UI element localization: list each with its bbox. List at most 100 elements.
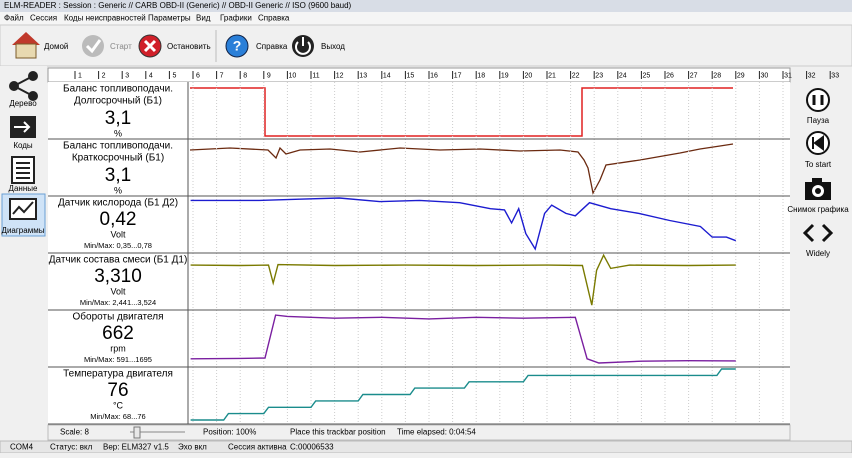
menu-item[interactable]: Коды неисправностей xyxy=(64,14,146,23)
menu-item[interactable]: Справка xyxy=(258,14,290,23)
gauge-value: 0,42 xyxy=(100,209,137,230)
gauge-unit: rpm xyxy=(110,343,126,353)
home-icon xyxy=(12,32,40,59)
sidebar-item[interactable]: Коды xyxy=(13,141,33,150)
gauge-name: Обороты двигателя xyxy=(73,311,164,323)
gauge-name: Температура двигателя xyxy=(63,369,173,380)
timeline-label: 11 xyxy=(312,72,319,79)
right-button[interactable]: Пауза xyxy=(807,116,830,125)
timeline-label: 27 xyxy=(690,72,698,79)
help-icon: ? xyxy=(225,34,249,58)
toolbar-button[interactable]: Выход xyxy=(321,42,345,51)
toolbar-button[interactable]: Остановить xyxy=(167,42,211,51)
timeline-label: 15 xyxy=(407,72,415,79)
scale-slider-thumb[interactable] xyxy=(133,426,141,439)
data-icon xyxy=(11,156,35,184)
timeline-label: 20 xyxy=(525,72,533,79)
footer-item: Сессия активна xyxy=(228,443,287,452)
gauge-value: 3,1 xyxy=(105,165,131,186)
gauge-value: 3,1 xyxy=(105,108,131,129)
menu-item[interactable]: Графики xyxy=(220,14,252,23)
footer-item: COM4 xyxy=(10,443,34,452)
camera-icon xyxy=(805,178,831,200)
stop-icon xyxy=(138,34,162,58)
timeline-label: 14 xyxy=(383,72,391,79)
svg-text:?: ? xyxy=(233,38,242,54)
timeline-label: 24 xyxy=(619,72,627,79)
timeline-label: 23 xyxy=(595,72,603,79)
charts-icon xyxy=(9,198,37,220)
menu-item[interactable]: Сессия xyxy=(30,14,57,23)
gauge-name: Баланс топливоподачи. xyxy=(63,141,173,152)
menu-item[interactable]: Вид xyxy=(196,14,211,23)
timeline-label: 30 xyxy=(761,72,769,79)
timeline-label: 4 xyxy=(149,72,153,79)
timeline-label: 2 xyxy=(102,72,106,79)
timeline-label: 33 xyxy=(831,72,839,79)
toolbar-button[interactable]: Старт xyxy=(110,42,132,51)
gauge-value: 3,310 xyxy=(94,266,142,287)
timeline-label: 31 xyxy=(784,72,792,79)
timeline-label: 29 xyxy=(737,72,745,79)
timeline-label: 7 xyxy=(220,72,224,79)
timeline-label: 19 xyxy=(501,72,509,79)
status-bar xyxy=(47,424,791,441)
gauge-name: Датчик кислорода (Б1 Д2) xyxy=(58,198,178,209)
footer-item: Вер: ELM327 v1.5 xyxy=(103,443,169,452)
gauge-name: Баланс топливоподачи. xyxy=(63,84,173,95)
gauge-unit: Volt xyxy=(110,229,126,239)
timeline-label: 21 xyxy=(548,72,556,79)
timeline-label: 28 xyxy=(713,72,721,79)
gauge-unit: % xyxy=(114,128,122,138)
to-start-icon xyxy=(806,131,830,155)
sidebar-item[interactable]: Данные xyxy=(9,184,38,193)
timeline-label: 13 xyxy=(359,72,367,79)
right-button[interactable]: Widely xyxy=(806,249,830,258)
timeline-label: 3 xyxy=(125,72,129,79)
timeline-label: 9 xyxy=(267,72,271,79)
gauge-unit: Volt xyxy=(110,286,126,296)
gauge-value: 662 xyxy=(102,323,134,344)
toolbar-button[interactable]: Домой xyxy=(44,42,68,51)
timeline-label: 8 xyxy=(243,72,247,79)
gauge-minmax: Min/Max: 0,35...0,78 xyxy=(84,241,152,250)
right-button[interactable]: To start xyxy=(805,160,832,169)
right-button[interactable]: Снимок графика xyxy=(787,205,849,214)
status-elapsed: Time elapsed: 0:04:54 xyxy=(397,428,476,437)
gauge-unit: °C xyxy=(113,400,124,410)
trace-long-trim xyxy=(190,87,733,137)
menu-item[interactable]: Файл xyxy=(4,14,24,23)
trace xyxy=(190,253,736,306)
trace xyxy=(190,314,736,364)
widely-icon xyxy=(802,223,834,243)
timeline-label: 17 xyxy=(454,72,462,79)
gauge-minmax: Min/Max: 591...1695 xyxy=(84,355,152,364)
footer-item: C:00006533 xyxy=(290,443,334,452)
codes-icon xyxy=(10,116,36,138)
sidebar-item[interactable]: Дерево xyxy=(9,99,37,108)
tree-icon xyxy=(9,71,38,101)
gauge-minmax: Min/Max: 68...76 xyxy=(90,412,145,421)
toolbar-button[interactable]: Справка xyxy=(256,42,288,51)
menu-item[interactable]: Параметры xyxy=(148,14,191,23)
window-title: ELM-READER : Session : Generic // CARB O… xyxy=(4,1,352,10)
timeline xyxy=(47,67,791,83)
title-bar xyxy=(0,0,852,12)
trace xyxy=(190,368,736,421)
sidebar-item[interactable]: Диаграммы xyxy=(2,226,45,235)
timeline-label: 25 xyxy=(643,72,651,79)
footer-item: Статус: вкл xyxy=(50,443,93,452)
trace-short-trim xyxy=(189,143,734,195)
exit-icon xyxy=(292,35,314,57)
timeline-label: 12 xyxy=(336,72,344,79)
timeline-label: 32 xyxy=(808,72,816,79)
timeline-label: 10 xyxy=(289,72,297,79)
gauge-name: Датчик состава смеси (Б1 Д1) xyxy=(49,255,188,266)
gauge-value: 76 xyxy=(107,380,128,401)
menu-bar xyxy=(0,12,852,25)
gauge-name: Краткосрочный (Б1) xyxy=(72,153,164,164)
timeline-label: 5 xyxy=(172,72,176,79)
gauge-name: Долгосрочный (Б1) xyxy=(74,96,162,107)
